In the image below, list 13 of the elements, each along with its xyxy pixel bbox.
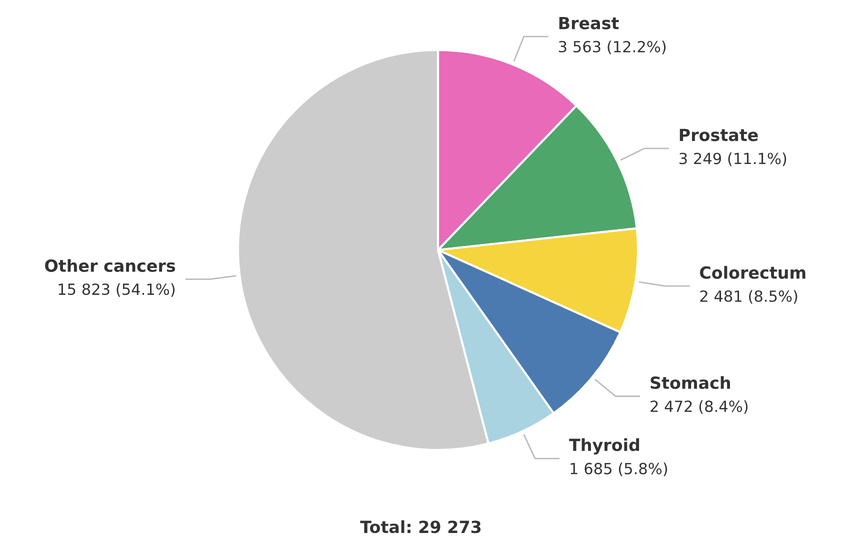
data-label: 1 685 (5.8%)	[570, 462, 668, 476]
slice-label: Other cancers	[45, 259, 176, 272]
slice-label: Prostate	[680, 128, 758, 142]
data-label: 3 563 (12.2%)	[558, 40, 666, 54]
text: Total: 29 273	[360, 520, 481, 534]
data-label: 2 481 (8.5%)	[700, 290, 798, 304]
slice-label: Breast	[559, 16, 619, 30]
data-label: 2 472 (8.4%)	[650, 400, 748, 414]
data-label: 15 823 (54.1%)	[58, 283, 175, 297]
data-label: 3 249 (11.1%)	[680, 152, 786, 166]
slice-label: Thyroid	[569, 438, 640, 455]
slice-label: Stomach	[650, 376, 730, 390]
slice-label: Colorectum	[700, 266, 806, 279]
